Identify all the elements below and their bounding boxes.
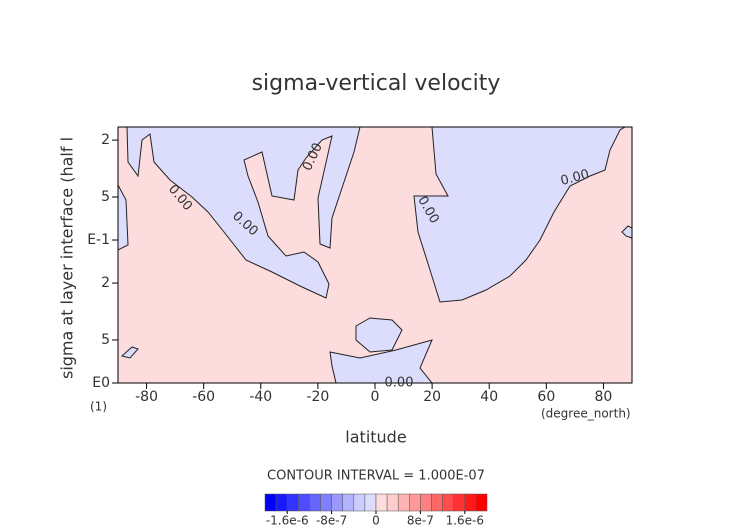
x-tick-label: -20: [306, 389, 329, 405]
chart-title: sigma-vertical velocity: [252, 71, 501, 96]
y-tick-label: E0: [92, 375, 110, 391]
colorbar-box: [309, 493, 321, 512]
x-axis-label: latitude: [345, 428, 406, 447]
colorbar-box: [453, 493, 466, 512]
negative-regions: [117, 126, 633, 384]
colorbar-box: [420, 493, 432, 512]
colorbar-box: [275, 493, 288, 512]
contour-region: [355, 317, 403, 353]
colorbar-tick-label: 0: [372, 514, 380, 528]
contour-region: [118, 126, 361, 299]
colorbar-box: [397, 493, 410, 512]
contour-region: [329, 339, 434, 384]
x-tick-label: 0: [371, 389, 380, 405]
contour-label: 0.00: [385, 376, 414, 391]
colorbar-box: [464, 493, 477, 512]
contour-interval: CONTOUR INTERVAL = 1.000E-07: [267, 469, 485, 484]
colorbar-box: [386, 493, 399, 512]
x-tick-label: -80: [135, 389, 158, 405]
y-tick-label: E-1: [87, 232, 110, 248]
colorbar-box: [286, 493, 299, 512]
colorbar-box: [364, 493, 377, 512]
y-tick-label: 5: [101, 332, 110, 348]
x-tick-label: 40: [480, 389, 498, 405]
colorbar-box: [442, 493, 454, 512]
x-tick-label: 80: [595, 389, 613, 405]
y-tick-label: 2: [101, 275, 110, 291]
x-tick-label: 20: [423, 389, 441, 405]
colorbar-box: [264, 493, 277, 512]
contour-region: [120, 346, 139, 359]
x-tick-label: 60: [537, 389, 555, 405]
colorbar-box: [353, 493, 366, 512]
colorbar-box: [298, 493, 310, 512]
colorbar-box: [409, 493, 421, 512]
colorbar-box: [331, 493, 343, 512]
colorbar-box: [342, 493, 355, 512]
colorbar-tick-label: -1.6e-6: [266, 514, 309, 528]
x-tick-label: -40: [249, 389, 272, 405]
colorbar-tick-label: -8e-7: [316, 514, 347, 528]
y-tick-label: 2: [101, 132, 110, 148]
colorbar-box: [431, 493, 443, 512]
x-tick-label: -60: [192, 389, 215, 405]
colorbar-tick-label: 1.6e-6: [446, 514, 484, 528]
y-units: (1): [90, 400, 107, 414]
colorbar-box: [475, 493, 488, 512]
contour-label: 0.00: [559, 167, 591, 189]
colorbar-tick-label: 8e-7: [407, 514, 434, 528]
y-axis-label: sigma at layer interface (half l: [58, 137, 77, 379]
x-units: (degree_north): [541, 407, 631, 421]
y-tick-label: 5: [101, 189, 110, 205]
colorbar-box: [320, 493, 332, 512]
contour-region: [413, 126, 627, 303]
colorbar-box: [375, 493, 388, 512]
